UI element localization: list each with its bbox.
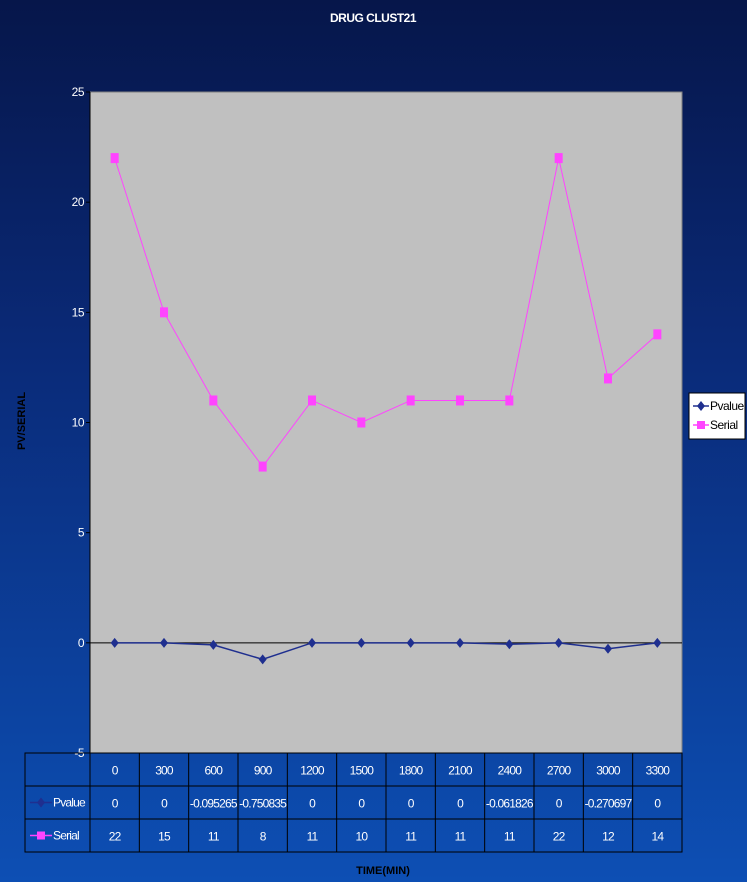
x-category-label: 0	[112, 764, 119, 778]
legend	[688, 392, 746, 440]
x-category-label: 3000	[596, 764, 621, 778]
data-point-serial	[209, 395, 218, 406]
y-tick-label: 25	[72, 85, 85, 99]
table-cell: 0	[161, 797, 168, 811]
table-cell: 10	[355, 830, 368, 844]
data-point-serial	[554, 153, 563, 164]
table-cell: 11	[405, 830, 417, 844]
series-line-serial	[114, 157, 658, 468]
y-tick-label: 10	[72, 416, 85, 430]
x-category-label: 2400	[498, 764, 523, 778]
x-category-label: 900	[254, 764, 273, 778]
table-cell: 11	[504, 830, 516, 844]
table-cell: 14	[651, 830, 664, 844]
x-category-label: 2100	[448, 764, 473, 778]
x-axis-title: TIME(MIN)	[356, 865, 410, 877]
table-cell: 0	[556, 797, 563, 811]
table-cell: 11	[208, 830, 220, 844]
data-point-serial	[308, 395, 316, 406]
table-cell: 11	[307, 830, 319, 844]
table-row-header: Pvalue	[53, 796, 86, 810]
y-axis-title: PV/SERIAL	[16, 392, 28, 450]
table-cell: 0	[654, 797, 661, 811]
x-category-label: 1500	[350, 764, 375, 778]
x-category-label: 1800	[399, 764, 424, 778]
legend-key-marker-serial	[697, 421, 705, 429]
data-point-serial	[505, 395, 514, 406]
table-cell: 0	[457, 797, 464, 811]
table-cell: 22	[109, 830, 122, 844]
x-category-label: 300	[155, 764, 174, 778]
data-point-pvalue	[406, 637, 415, 648]
legend-key-marker-pvalue	[697, 401, 705, 411]
data-point-pvalue	[258, 654, 267, 665]
data-point-pvalue	[456, 637, 464, 648]
data-point-serial	[604, 373, 612, 384]
table-cell: 0	[112, 797, 119, 811]
data-point-pvalue	[604, 643, 612, 654]
data-point-serial	[653, 329, 662, 340]
table-cell: -0.270697	[585, 797, 633, 811]
data-point-serial	[258, 461, 267, 472]
table-cell: 12	[602, 830, 615, 844]
y-tick-label: 15	[72, 305, 85, 319]
x-category-label: 1200	[300, 764, 325, 778]
data-point-pvalue	[308, 637, 316, 648]
data-point-pvalue	[160, 637, 168, 648]
legend-label-pvalue: Pvalue	[710, 399, 745, 413]
data-point-pvalue	[505, 639, 514, 650]
data-point-pvalue	[653, 637, 662, 648]
table-cell: 22	[553, 830, 566, 844]
table-cell: 0	[358, 797, 365, 811]
table-cell: 0	[309, 797, 316, 811]
plot-area	[89, 91, 683, 754]
table-key-marker-pvalue	[37, 797, 45, 808]
chart-title: DRUG CLUST21	[330, 11, 417, 25]
table-cell: -0.095265	[190, 797, 238, 811]
y-tick-label: 5	[78, 526, 85, 540]
table-row-header: Serial	[53, 829, 79, 843]
table-cell: 8	[260, 830, 267, 844]
x-category-label: 600	[205, 764, 224, 778]
data-point-pvalue	[209, 639, 218, 650]
table-key-marker-serial	[37, 831, 45, 840]
y-tick-label: 0	[78, 636, 85, 650]
data-point-serial	[110, 153, 119, 164]
data-point-serial	[456, 395, 464, 406]
y-tick-label: 20	[72, 195, 85, 209]
table-cell: -0.061826	[486, 797, 534, 811]
data-point-serial	[406, 395, 415, 406]
data-point-serial	[160, 307, 168, 318]
x-category-label: 3300	[646, 764, 671, 778]
table-cell: 15	[158, 830, 171, 844]
table-cell: 0	[408, 797, 415, 811]
x-category-label: 2700	[547, 764, 572, 778]
series-line-pvalue	[114, 642, 658, 661]
legend-label-serial: Serial	[710, 418, 738, 432]
data-point-pvalue	[110, 637, 119, 648]
data-point-pvalue	[357, 637, 366, 648]
table-cell: 11	[455, 830, 467, 844]
data-point-serial	[357, 417, 366, 428]
data-point-pvalue	[554, 637, 563, 648]
table-cell: -0.750835	[239, 797, 287, 811]
